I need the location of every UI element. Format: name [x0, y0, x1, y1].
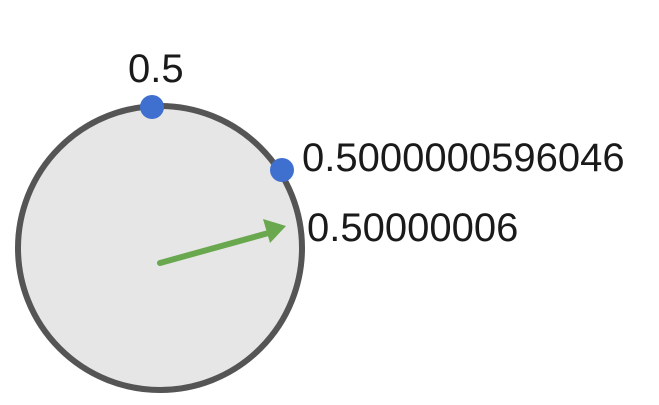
right-point-label: 0.5000000596046 — [302, 136, 625, 180]
direction-arrow — [157, 229, 275, 266]
unit-circle — [15, 103, 305, 393]
top-point — [140, 95, 164, 119]
right-point — [270, 158, 294, 182]
top-point-label: 0.5 — [128, 47, 184, 91]
direction-arrowhead — [263, 219, 286, 243]
arrow-value-label: 0.50000006 — [307, 206, 518, 250]
